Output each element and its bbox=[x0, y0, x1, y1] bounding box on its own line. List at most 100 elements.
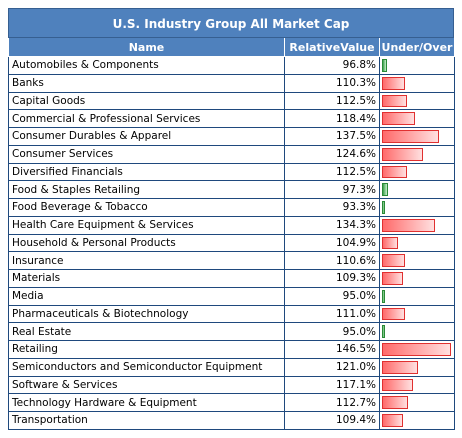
row-value-cell[interactable]: 109.4% bbox=[284, 411, 380, 430]
row-bar-cell[interactable] bbox=[379, 109, 455, 128]
table-row[interactable]: Retailing 146.5% bbox=[8, 340, 455, 359]
table-row[interactable]: Pharmaceuticals & Biotechnology 111.0% bbox=[8, 304, 455, 324]
over-bar bbox=[382, 94, 408, 108]
table-row[interactable]: Capital Goods 112.5% bbox=[8, 91, 455, 111]
industry-table: Name RelativeValue Under/Over Automobile… bbox=[8, 38, 455, 430]
table-row[interactable]: Health Care Equipment & Services 134.3% bbox=[8, 215, 455, 235]
row-bar-cell[interactable] bbox=[379, 127, 455, 146]
row-name-cell[interactable]: Transportation bbox=[8, 411, 285, 430]
under-bar bbox=[382, 59, 388, 72]
over-bar bbox=[382, 165, 408, 179]
row-value-cell[interactable]: 134.3% bbox=[284, 215, 380, 235]
row-bar-cell[interactable] bbox=[379, 144, 455, 164]
row-name-cell[interactable]: Retailing bbox=[8, 340, 285, 359]
table-body: Automobiles & Components 96.8% Banks 110.3%… bbox=[8, 56, 455, 430]
row-name-cell[interactable]: Banks bbox=[8, 73, 285, 93]
row-value-cell[interactable]: 112.5% bbox=[284, 162, 380, 182]
row-value-cell[interactable]: 137.5% bbox=[284, 127, 380, 146]
row-value-cell[interactable]: 121.0% bbox=[284, 357, 380, 377]
col-header-name[interactable]: Name bbox=[8, 38, 285, 57]
row-name-cell[interactable]: Real Estate bbox=[8, 322, 285, 341]
table-row[interactable]: Consumer Services 124.6% bbox=[8, 144, 455, 164]
row-value-cell[interactable]: 112.5% bbox=[284, 91, 380, 111]
table-row[interactable]: Food & Staples Retailing 97.3% bbox=[8, 180, 455, 199]
over-bar bbox=[382, 254, 405, 267]
row-bar-cell[interactable] bbox=[379, 91, 455, 111]
row-bar-cell[interactable] bbox=[379, 286, 455, 306]
row-name-cell[interactable]: Insurance bbox=[8, 251, 285, 270]
row-value-cell[interactable]: 124.6% bbox=[284, 144, 380, 164]
row-value-cell[interactable]: 110.3% bbox=[284, 73, 380, 93]
over-bar bbox=[382, 236, 398, 250]
table-row[interactable]: Commercial & Professional Services 118.4% bbox=[8, 109, 455, 128]
row-name-cell[interactable]: Consumer Durables & Apparel bbox=[8, 127, 285, 146]
row-name-cell[interactable]: Food & Staples Retailing bbox=[8, 180, 285, 199]
row-name-cell[interactable]: Technology Hardware & Equipment bbox=[8, 393, 285, 412]
table-row[interactable]: Household & Personal Products 104.9% bbox=[8, 233, 455, 253]
table-row[interactable]: Transportation 109.4% bbox=[8, 411, 455, 430]
row-value-cell[interactable]: 95.0% bbox=[284, 286, 380, 306]
row-value-cell[interactable]: 95.0% bbox=[284, 322, 380, 341]
row-name-cell[interactable]: Consumer Services bbox=[8, 144, 285, 164]
row-bar-cell[interactable] bbox=[379, 340, 455, 359]
row-bar-cell[interactable] bbox=[379, 73, 455, 93]
table-row[interactable]: Diversified Financials 112.5% bbox=[8, 162, 455, 182]
row-bar-cell[interactable] bbox=[379, 304, 455, 324]
row-value-cell[interactable]: 111.0% bbox=[284, 304, 380, 324]
table-row[interactable]: Semiconductors and Semiconductor Equipme… bbox=[8, 357, 455, 377]
row-bar-cell[interactable] bbox=[379, 215, 455, 235]
row-name-cell[interactable]: Software & Services bbox=[8, 375, 285, 395]
row-name-cell[interactable]: Health Care Equipment & Services bbox=[8, 215, 285, 235]
under-bar bbox=[382, 201, 385, 214]
table-row[interactable]: Materials 109.3% bbox=[8, 269, 455, 288]
row-bar-cell[interactable] bbox=[379, 411, 455, 430]
row-bar-cell[interactable] bbox=[379, 233, 455, 253]
row-bar-cell[interactable] bbox=[379, 56, 455, 75]
table-row[interactable]: Consumer Durables & Apparel 137.5% bbox=[8, 127, 455, 146]
row-bar-cell[interactable] bbox=[379, 269, 455, 288]
row-name-cell[interactable]: Food Beverage & Tobacco bbox=[8, 198, 285, 217]
table-row[interactable]: Media 95.0% bbox=[8, 286, 455, 306]
row-value-cell[interactable]: 97.3% bbox=[284, 180, 380, 199]
row-name-cell[interactable]: Automobiles & Components bbox=[8, 56, 285, 75]
row-value-cell[interactable]: 118.4% bbox=[284, 109, 380, 128]
table-row[interactable]: Banks 110.3% bbox=[8, 73, 455, 93]
row-name-cell[interactable]: Commercial & Professional Services bbox=[8, 109, 285, 128]
row-bar-cell[interactable] bbox=[379, 251, 455, 270]
row-value-cell[interactable]: 104.9% bbox=[284, 233, 380, 253]
over-bar bbox=[382, 360, 419, 374]
table-row[interactable]: Technology Hardware & Equipment 112.7% bbox=[8, 393, 455, 412]
row-bar-cell[interactable] bbox=[379, 198, 455, 217]
row-name-cell[interactable]: Materials bbox=[8, 269, 285, 288]
table-row[interactable]: Insurance 110.6% bbox=[8, 251, 455, 270]
row-value-cell[interactable]: 146.5% bbox=[284, 340, 380, 359]
table-row[interactable]: Real Estate 95.0% bbox=[8, 322, 455, 341]
table-row[interactable]: Automobiles & Components 96.8% bbox=[8, 56, 455, 75]
row-value-cell[interactable]: 109.3% bbox=[284, 269, 380, 288]
row-value-cell[interactable]: 112.7% bbox=[284, 393, 380, 412]
over-bar bbox=[382, 76, 405, 90]
table-row[interactable]: Food Beverage & Tobacco 93.3% bbox=[8, 198, 455, 217]
row-value-cell[interactable]: 117.1% bbox=[284, 375, 380, 395]
row-value-cell[interactable]: 96.8% bbox=[284, 56, 380, 75]
over-bar bbox=[382, 130, 440, 143]
row-name-cell[interactable]: Diversified Financials bbox=[8, 162, 285, 182]
table-row[interactable]: Software & Services 117.1% bbox=[8, 375, 455, 395]
over-bar bbox=[382, 307, 406, 321]
row-bar-cell[interactable] bbox=[379, 162, 455, 182]
row-bar-cell[interactable] bbox=[379, 357, 455, 377]
row-bar-cell[interactable] bbox=[379, 375, 455, 395]
row-name-cell[interactable]: Household & Personal Products bbox=[8, 233, 285, 253]
under-bar bbox=[382, 325, 385, 338]
col-header-relative-value[interactable]: RelativeValue bbox=[284, 38, 380, 57]
row-bar-cell[interactable] bbox=[379, 393, 455, 412]
col-header-under-over[interactable]: Under/Over bbox=[379, 38, 455, 57]
row-name-cell[interactable]: Pharmaceuticals & Biotechnology bbox=[8, 304, 285, 324]
row-value-cell[interactable]: 110.6% bbox=[284, 251, 380, 270]
row-name-cell[interactable]: Media bbox=[8, 286, 285, 306]
row-bar-cell[interactable] bbox=[379, 180, 455, 199]
row-value-cell[interactable]: 93.3% bbox=[284, 198, 380, 217]
row-bar-cell[interactable] bbox=[379, 322, 455, 341]
row-name-cell[interactable]: Capital Goods bbox=[8, 91, 285, 111]
row-name-cell[interactable]: Semiconductors and Semiconductor Equipme… bbox=[8, 357, 285, 377]
